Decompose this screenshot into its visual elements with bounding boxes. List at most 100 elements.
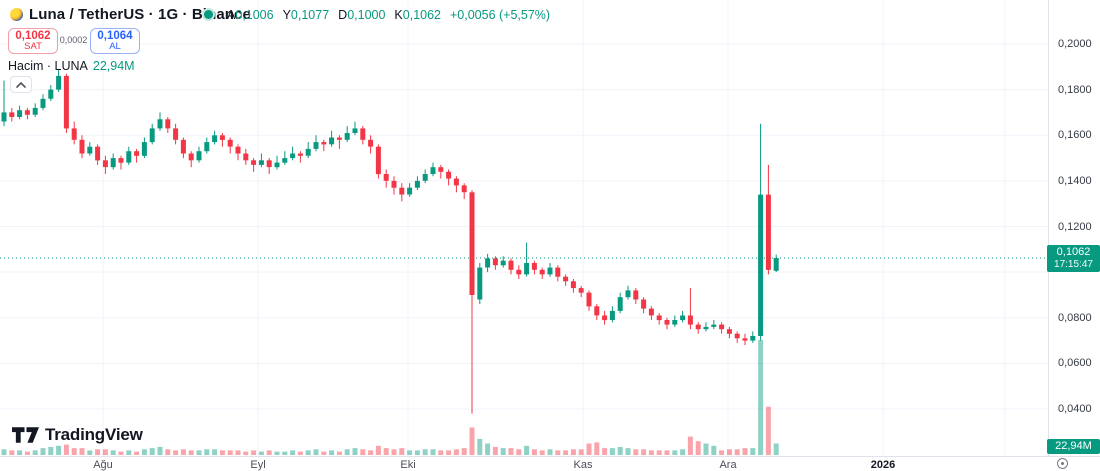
volume-bar [430,449,436,456]
candle-body [656,315,662,321]
volume-bar [56,445,62,455]
candle-body [516,269,522,275]
candle-body [134,151,140,156]
volume-bar [726,449,732,456]
candle-body [719,324,725,330]
volume-bar [703,443,709,455]
tradingview-logo[interactable]: TradingView [12,425,143,445]
volume-bar [274,451,280,455]
price-axis-label: 0,1200 [1058,221,1092,233]
buy-button[interactable]: 0,1064 AL [90,28,140,54]
price-axis-label: 0,1800 [1058,84,1092,96]
volume-bar [719,450,725,455]
volume-bar [750,448,756,455]
candle-body [141,142,147,156]
candle-body [9,112,15,117]
volume-legend-row: Hacim · LUNA 22,94M [8,59,135,73]
candle-body [56,75,62,90]
candle-body [24,110,30,115]
candle-body [212,135,218,143]
candle-body [313,142,319,149]
volume-bar [102,449,108,456]
price-axis[interactable]: 0,2000 0,1800 0,1600 0,1400 0,1200 0,0800 0,06… [1048,0,1100,456]
volume-bar [524,445,530,455]
candle-body [227,139,233,147]
volume-bar [570,449,576,456]
candle-body [625,290,631,298]
volume-bar [95,449,101,456]
volume-bar [110,450,116,455]
candle-body [40,98,46,108]
legend-collapse-button[interactable] [10,76,32,93]
volume-bar [212,449,218,456]
time-axis-label: 2026 [870,459,896,471]
volume-bar [500,448,506,455]
volume-bar [469,427,475,455]
volume-bar [773,443,779,455]
volume-bar [235,450,241,455]
volume-bar [196,450,202,455]
candle-body [219,135,225,140]
candle-body [446,171,452,179]
candle-body [243,153,249,161]
candle-body [461,185,467,193]
volume-bar [219,450,225,455]
chart-canvas[interactable] [0,0,1048,456]
candle-body [63,75,69,129]
candle-body [352,128,358,133]
candle-body [648,308,654,316]
candle-body [87,146,93,154]
candle-body [258,160,264,165]
candle-body [687,315,693,325]
sell-button[interactable]: 0,1062 SAT [8,28,58,54]
volume-bar [742,448,748,455]
chevron-up-icon [16,81,26,88]
candle-body [672,320,678,325]
volume-bar [165,449,171,456]
candle-body [282,158,288,163]
volume-bar [227,450,233,455]
time-axis[interactable]: Ağu Eyl Eki Kas Ara 2026 [0,456,1100,471]
candle-body [204,142,210,152]
volume-bar [383,448,389,455]
low-value: 0,1000 [347,8,386,22]
volume-bar [516,449,522,456]
change-value: +0,0056 (+5,57%) [450,8,551,22]
candle-body [617,297,623,311]
volume-bar [391,449,397,456]
volume-bar [547,449,553,456]
symbol-title[interactable]: Luna / TetherUS · 1G · Binance [29,5,251,23]
volume-bar [414,450,420,455]
candle-body [344,133,350,140]
volume-bar [336,451,342,455]
candle-body [641,299,647,309]
candle-body [79,139,85,154]
volume-bar [672,450,678,455]
candle-body [95,146,101,161]
spread-value: 0,0002 [59,35,88,45]
scale-settings-icon[interactable] [1057,458,1068,469]
candle-body [48,89,54,99]
candle-body [180,139,186,154]
last-price-value: 0,1062 [1056,246,1091,258]
candle-body [485,258,491,268]
volume-bar [118,451,124,455]
volume-bar [290,450,296,455]
symbol-title-row[interactable]: Luna / TetherUS · 1G · Binance [10,5,251,23]
volume-bar [149,448,155,455]
volume-bar [609,448,615,455]
volume-bar [625,448,631,455]
market-status-icon [204,10,213,19]
candle-body [399,187,405,195]
candle-body [711,324,717,327]
candle-body [251,160,257,165]
candle-countdown: 17:15:47 [1054,259,1093,271]
volume-bar [258,451,264,455]
volume-bar [765,406,771,455]
candle-body [773,258,779,271]
volume-bar [508,448,514,455]
time-axis-label: Kas [573,459,593,471]
candle-body [266,160,272,168]
candle-body [336,137,342,140]
candle-body [118,158,124,163]
